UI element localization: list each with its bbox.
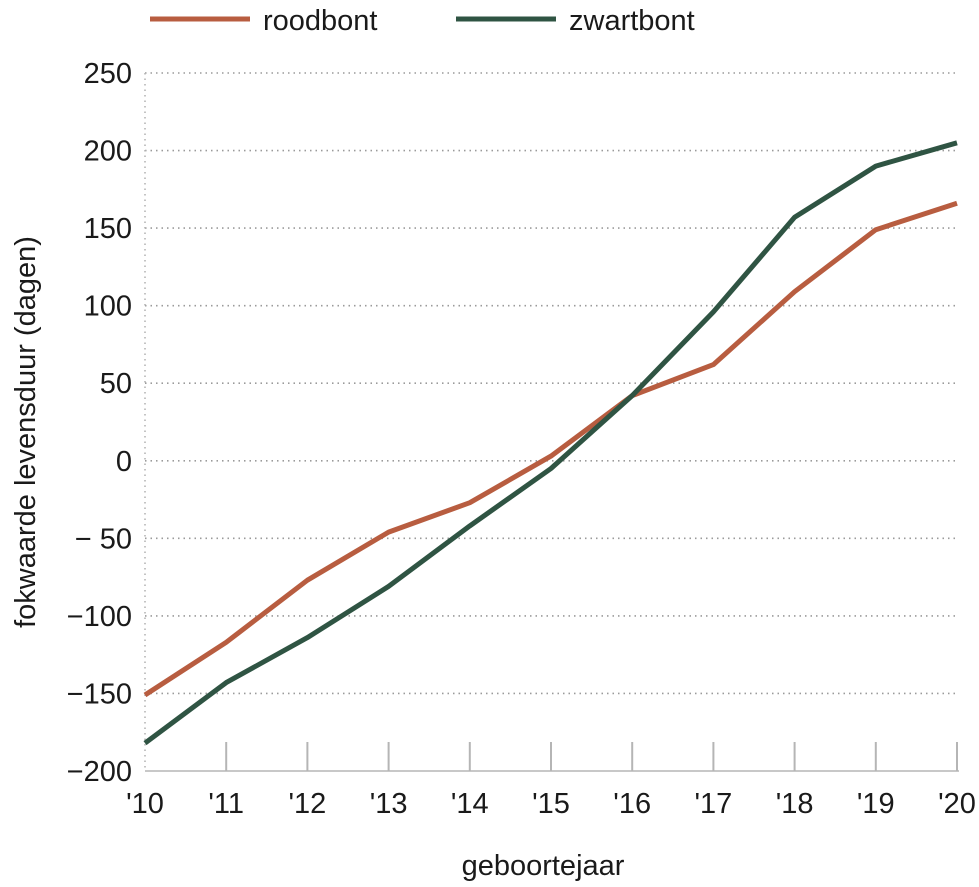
y-tick-label: − 50: [75, 523, 132, 555]
legend-label-zwartbont: zwartbont: [569, 5, 695, 37]
x-axis-ticks: '10 '11 '12 '13 '14 '15 '16 '17 '18 '19 '20: [126, 742, 976, 820]
x-tick-label: '12: [289, 788, 327, 820]
y-tick-label: 250: [84, 58, 132, 90]
x-tick-label: '20: [938, 788, 976, 820]
y-tick-label: 150: [84, 213, 132, 245]
x-tick-label: '19: [857, 788, 895, 820]
x-tick-label: '11: [208, 788, 244, 820]
series-lines: [143, 140, 958, 746]
y-axis-ticks: 250 200 150 100 50 0 − 50 −100 −150 −200: [67, 58, 132, 788]
x-tick-label: '15: [532, 788, 570, 820]
grid-lines: [145, 72, 957, 695]
y-tick-label: −200: [67, 756, 132, 788]
x-axis-title: geboortejaar: [462, 850, 625, 882]
y-tick-label: 200: [84, 136, 132, 168]
x-tick-label: '10: [126, 788, 164, 820]
x-tick-label: '18: [776, 788, 814, 820]
x-tick-label: '13: [370, 788, 408, 820]
y-tick-label: −100: [67, 601, 132, 633]
y-tick-label: −150: [67, 678, 132, 710]
y-tick-label: 50: [100, 368, 132, 400]
legend-label-roodbont: roodbont: [263, 5, 378, 37]
y-tick-label: 0: [116, 446, 132, 478]
axes: [144, 73, 959, 772]
series-line-roodbont: [143, 200, 958, 698]
x-tick-label: '14: [451, 788, 489, 820]
x-tick-label: '16: [613, 788, 651, 820]
y-tick-label: 100: [84, 291, 132, 323]
series-line-zwartbont: [143, 140, 958, 746]
x-tick-label: '17: [695, 788, 733, 820]
legend: roodbont zwartbont: [150, 5, 695, 37]
y-axis-title: fokwaarde levensduur (dagen): [10, 236, 42, 628]
